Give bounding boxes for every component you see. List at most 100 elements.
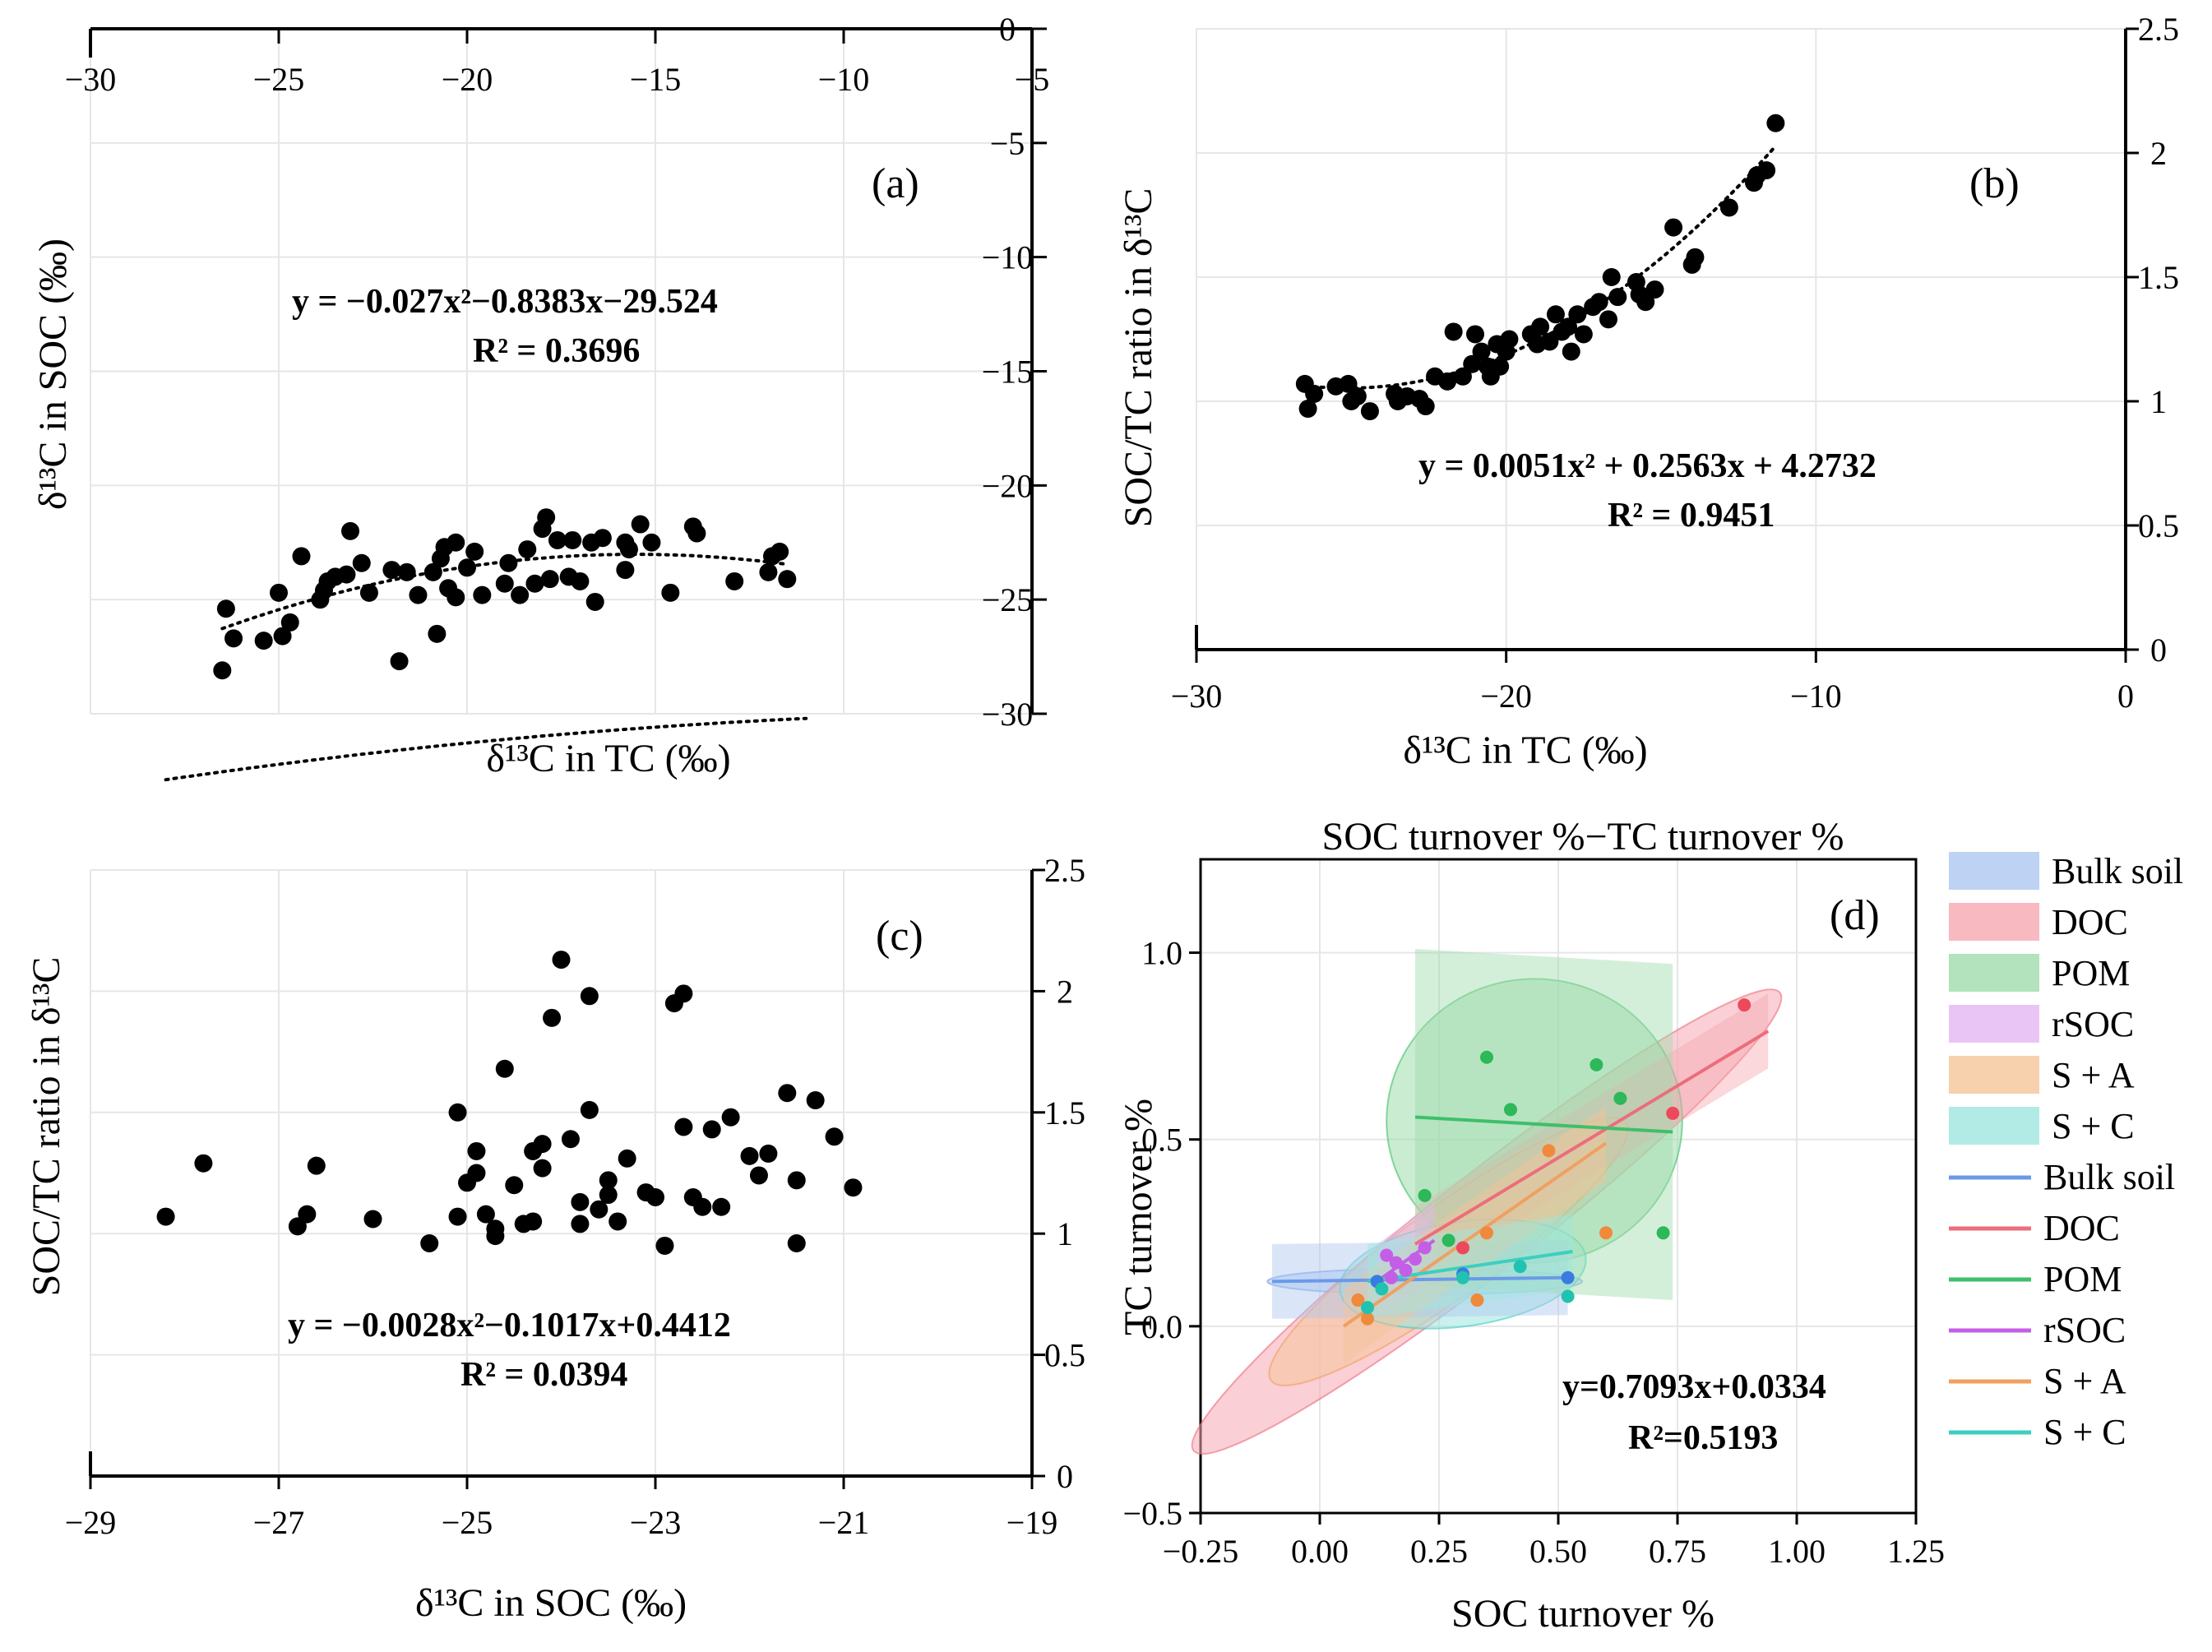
panel-c: −29 −27 −25 −23 −21 −19 0 0.5 1 1.5 2 2.5 xyxy=(65,716,1085,1541)
data-point xyxy=(518,540,537,559)
data-point xyxy=(537,508,556,527)
legend-patch xyxy=(1949,1107,2039,1145)
x-tick-label: −19 xyxy=(1007,1504,1058,1541)
data-point xyxy=(1385,1270,1398,1284)
data-point xyxy=(1416,397,1435,416)
data-point xyxy=(1599,310,1617,329)
x-tick-label: −27 xyxy=(253,1504,305,1541)
data-point xyxy=(585,592,604,611)
trend-line xyxy=(1303,144,1778,390)
legend-label: Bulk soil xyxy=(2043,1157,2175,1197)
panel-a-xlabel: δ¹³C in TC (‰) xyxy=(486,737,730,780)
data-point xyxy=(619,540,638,559)
data-point xyxy=(1513,1260,1527,1274)
data-point xyxy=(655,1236,674,1255)
y-tick-label: 0.5 xyxy=(2138,507,2179,544)
data-point xyxy=(1608,288,1627,307)
data-point xyxy=(298,1205,317,1224)
panel-b-equation: y = 0.0051x² + 0.2563x + 4.2732 xyxy=(1418,447,1876,485)
data-point xyxy=(1453,367,1472,386)
data-point xyxy=(505,1176,524,1195)
data-point xyxy=(590,1200,609,1219)
data-point xyxy=(543,1008,562,1027)
legend-label: S + A xyxy=(2043,1361,2126,1401)
data-point xyxy=(533,1135,552,1154)
data-point xyxy=(270,583,288,602)
data-point xyxy=(1361,1301,1374,1315)
data-point xyxy=(1418,1188,1432,1202)
data-point xyxy=(1389,1256,1403,1270)
data-point xyxy=(609,1212,627,1231)
panel-c-equation: y = −0.0028x²−0.1017x+0.4412 xyxy=(288,1307,731,1344)
data-point xyxy=(1305,384,1324,403)
data-point xyxy=(844,1178,863,1197)
data-point xyxy=(495,574,514,593)
data-point xyxy=(759,1144,778,1163)
panel-a: −30 −25 −20 −15 −10 −5 0 −5 −10 −15 −20 −25 −30 xyxy=(65,11,1050,733)
data-point xyxy=(571,1192,590,1211)
legend-label: rSOC xyxy=(2052,1004,2134,1044)
y-tick-label: −5 xyxy=(990,125,1025,162)
legend-patch xyxy=(1949,954,2039,992)
panel-a-r2: R² = 0.3696 xyxy=(473,332,640,370)
data-point xyxy=(337,565,356,584)
data-point xyxy=(1442,1233,1455,1247)
data-point xyxy=(646,1187,664,1206)
data-point xyxy=(409,585,428,604)
data-point xyxy=(1766,113,1785,132)
trend-line xyxy=(164,716,808,782)
x-tick-label: −20 xyxy=(1480,678,1532,715)
data-point xyxy=(593,529,612,548)
data-point xyxy=(280,613,299,632)
x-tick-label: −0.25 xyxy=(1163,1533,1239,1570)
data-point xyxy=(561,1130,580,1149)
data-point xyxy=(571,571,590,590)
data-point xyxy=(1360,402,1379,421)
y-tick-label: 1.0 xyxy=(1141,935,1182,972)
x-tick-label: −29 xyxy=(65,1504,117,1541)
data-point xyxy=(616,561,635,580)
data-point xyxy=(548,530,567,549)
data-point xyxy=(674,1118,693,1136)
y-tick-label: 1 xyxy=(2150,383,2167,420)
legend-patch xyxy=(1949,1056,2039,1094)
data-point xyxy=(1348,386,1367,405)
data-point xyxy=(712,1197,731,1216)
data-point xyxy=(467,1164,486,1182)
y-tick-label: −20 xyxy=(982,467,1034,504)
legend-label: rSOC xyxy=(2043,1310,2126,1350)
x-tick-label: −23 xyxy=(630,1504,682,1541)
data-point xyxy=(725,571,744,590)
y-tick-label: 2.5 xyxy=(2138,11,2179,48)
data-point xyxy=(806,1091,825,1110)
fit-line xyxy=(1414,1115,1673,1134)
data-point xyxy=(661,583,680,602)
panel-a-ylabel: δ¹³C in SOC (‰) xyxy=(31,238,75,510)
fit-line xyxy=(1414,1030,1770,1246)
data-point xyxy=(428,624,447,643)
data-point xyxy=(1602,268,1621,286)
panel-d-title: SOC turnover %−TC turnover % xyxy=(1322,815,1844,858)
y-tick-label: −10 xyxy=(982,239,1034,276)
data-point xyxy=(1480,1226,1493,1240)
data-point xyxy=(194,1154,213,1173)
x-tick-label: −10 xyxy=(818,61,870,98)
fit-line xyxy=(1271,1275,1568,1284)
data-point xyxy=(1351,1293,1365,1307)
legend-label: S + C xyxy=(2052,1106,2135,1146)
data-point xyxy=(1568,305,1587,324)
x-tick-label: −20 xyxy=(442,61,493,98)
x-tick-label: −5 xyxy=(1015,61,1050,98)
data-point xyxy=(254,632,273,650)
panel-c-ylabel: SOC/TC ratio in δ¹³C xyxy=(25,957,68,1297)
data-point xyxy=(363,1210,382,1229)
y-tick-label: 2.5 xyxy=(1044,852,1085,889)
data-point xyxy=(447,588,465,607)
data-point xyxy=(749,1166,768,1185)
data-point xyxy=(273,627,292,646)
data-point xyxy=(580,987,599,1006)
data-point xyxy=(213,661,232,680)
data-point xyxy=(1380,1248,1394,1262)
y-tick-label: 0.5 xyxy=(1141,1122,1182,1159)
